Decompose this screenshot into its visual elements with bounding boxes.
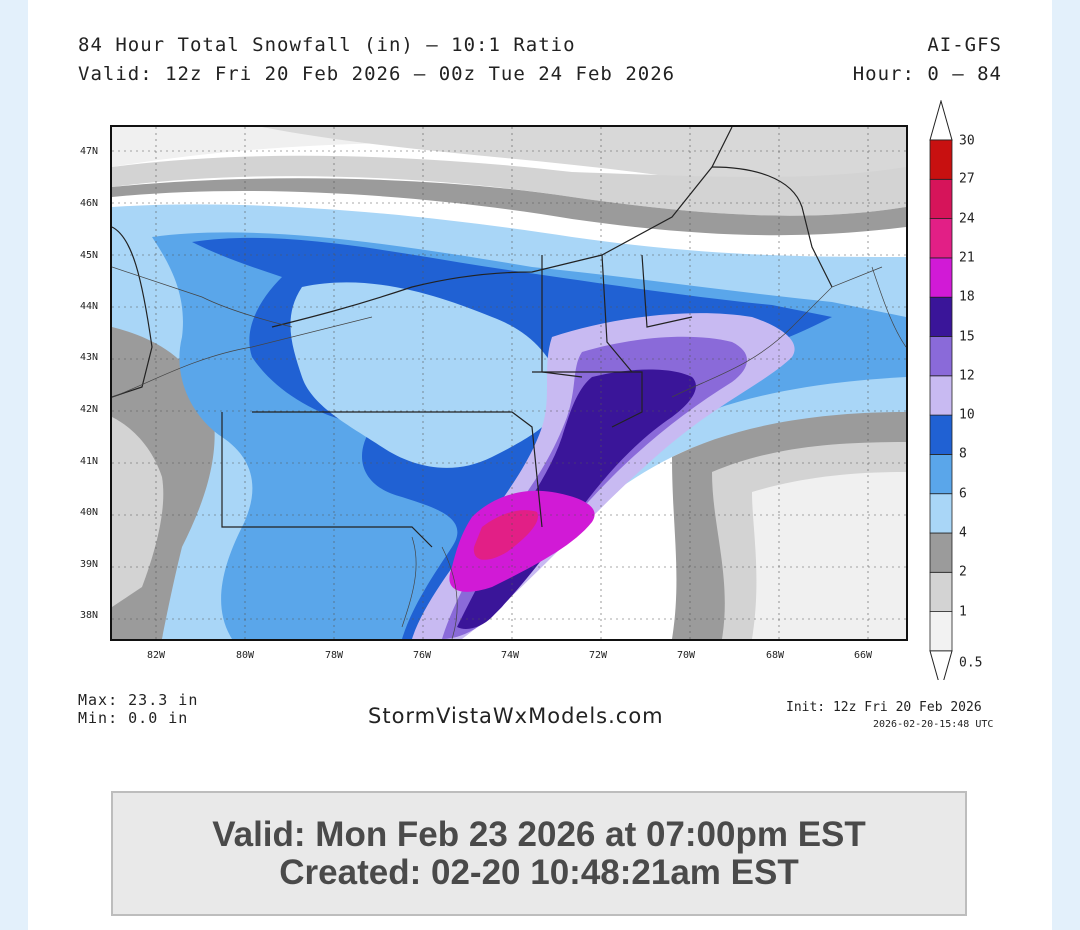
- colorbar-swatch: [929, 178, 953, 220]
- colorbar-label: 8: [959, 446, 967, 462]
- colorbar-label: 1: [959, 604, 967, 620]
- lat-tick: 38N: [80, 610, 99, 621]
- colorbar-label: 0.5: [959, 655, 983, 671]
- colorbar-label: 27: [959, 171, 975, 187]
- colorbar-label: 15: [959, 329, 975, 344]
- lon-tick: 74W: [500, 650, 520, 661]
- map-title: 84 Hour Total Snowfall (in) — 10:1 Ratio: [78, 34, 576, 56]
- created-time: Created: 02-20 10:48:21am EST: [279, 852, 799, 892]
- lat-tick: 42N: [80, 404, 99, 415]
- site-watermark: StormVistaWxModels.com: [368, 704, 664, 728]
- colorbar-swatch: [929, 493, 953, 534]
- colorbar-label: 6: [959, 486, 967, 502]
- lon-tick: 70W: [676, 650, 696, 661]
- lat-tick: 47N: [80, 146, 99, 157]
- snowfall-map-svg: [112, 127, 906, 639]
- model-name: AI-GFS: [927, 34, 1002, 56]
- colorbar-swatch: [929, 532, 953, 573]
- init-time: Init: 12z Fri 20 Feb 2026: [786, 700, 982, 715]
- colorbar-swatch: [929, 571, 953, 612]
- colorbar-bottom-arrow: [929, 650, 953, 692]
- lat-tick: 39N: [80, 559, 99, 570]
- lat-tick: 40N: [80, 507, 99, 518]
- lon-tick: 76W: [412, 650, 432, 661]
- colorbar-swatch: [929, 375, 953, 416]
- colorbar-svg: [929, 99, 953, 692]
- lon-tick: 66W: [853, 650, 873, 661]
- min-value: Min: 0.0 in: [78, 709, 189, 727]
- colorbar-swatch: [929, 296, 953, 337]
- lon-tick: 78W: [324, 650, 344, 661]
- colorbar-swatch: [929, 414, 953, 455]
- colorbar-label: 18: [959, 289, 975, 305]
- lon-tick: 68W: [765, 650, 785, 661]
- lon-tick: 72W: [588, 650, 608, 661]
- colorbar: [929, 99, 953, 692]
- colorbar-label: 12: [959, 368, 975, 384]
- colorbar-label: 24: [959, 211, 975, 227]
- lat-tick: 44N: [80, 301, 99, 312]
- init-utc: 2026-02-20-15:48 UTC: [873, 719, 994, 730]
- colorbar-label: 2: [959, 564, 967, 580]
- colorbar-label: 30: [959, 133, 975, 149]
- colorbar-label: 10: [959, 407, 975, 423]
- valid-range: Valid: 12z Fri 20 Feb 2026 — 00z Tue 24 …: [78, 63, 676, 85]
- colorbar-swatch: [929, 139, 953, 180]
- colorbar-swatch: [929, 611, 953, 652]
- lat-tick: 41N: [80, 456, 99, 467]
- colorbar-top-arrow: [929, 99, 953, 141]
- lon-tick: 82W: [146, 650, 166, 661]
- colorbar-label: 4: [959, 525, 967, 541]
- lat-tick: 45N: [80, 250, 99, 261]
- forecast-hours: Hour: 0 — 84: [852, 63, 1002, 85]
- colorbar-swatch: [929, 218, 953, 259]
- valid-time: Valid: Mon Feb 23 2026 at 07:00pm EST: [212, 814, 866, 854]
- max-value: Max: 23.3 in: [78, 691, 199, 709]
- colorbar-swatch: [929, 453, 953, 495]
- colorbar-label: 21: [959, 250, 975, 266]
- lat-tick: 46N: [80, 198, 99, 209]
- lat-tick: 43N: [80, 352, 99, 363]
- colorbar-swatch: [929, 336, 953, 377]
- valid-info-box: Valid: Mon Feb 23 2026 at 07:00pm EST Cr…: [111, 791, 967, 916]
- lon-tick: 80W: [235, 650, 255, 661]
- colorbar-swatch: [929, 257, 953, 298]
- snowfall-map: [110, 125, 908, 641]
